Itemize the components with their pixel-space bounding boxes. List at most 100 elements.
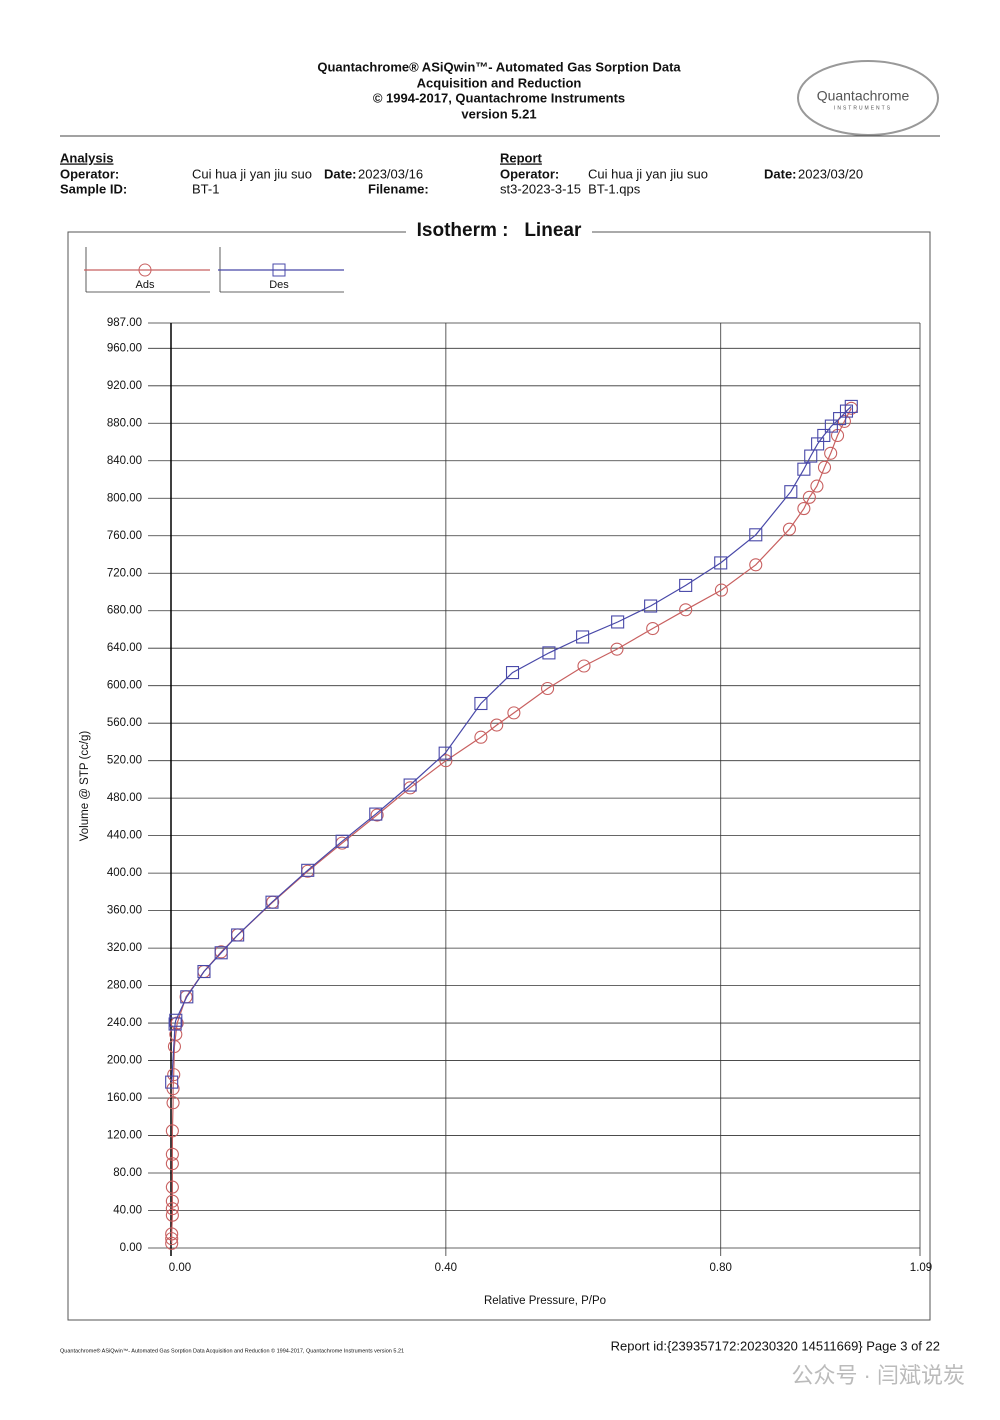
marker (577, 659, 591, 673)
y-tick-label: 680.00 (107, 605, 142, 617)
marker (197, 964, 211, 979)
y-tick-label: 600.00 (107, 680, 142, 692)
legend-label: Des (269, 279, 289, 291)
marker (833, 412, 847, 426)
marker (839, 404, 854, 418)
y-tick-label: 360.00 (107, 905, 142, 917)
watermark: 公众号 · 闫斌说炭 (791, 1363, 965, 1388)
chart-frame (67, 231, 931, 1321)
marker (810, 479, 824, 493)
marker (714, 583, 728, 597)
marker (169, 1027, 183, 1041)
y-tick-label: 560.00 (107, 717, 142, 729)
marker (165, 1208, 179, 1222)
y-tick-label: 520.00 (107, 755, 142, 767)
x-tick-label: 0.00 (169, 1262, 191, 1274)
marker (265, 895, 279, 909)
y-tick-label: 840.00 (107, 455, 142, 467)
marker (782, 522, 796, 536)
marker (180, 990, 194, 1004)
marker (542, 646, 556, 660)
y-tick-label: 320.00 (107, 942, 142, 954)
y-tick-label: 800.00 (107, 492, 142, 504)
marker (714, 556, 728, 570)
marker (610, 642, 624, 656)
marker (804, 449, 818, 463)
marker (817, 460, 832, 474)
marker (749, 558, 763, 572)
marker (438, 746, 452, 760)
marker (301, 863, 315, 877)
field-value: Cui hua ji yan jiu suo (192, 166, 312, 181)
header-title: version 5.21 (461, 106, 536, 121)
y-tick-label: 120.00 (107, 1130, 142, 1142)
x-tick-label: 1.09 (910, 1262, 932, 1274)
marker (576, 630, 590, 644)
marker (214, 946, 228, 960)
y-tick-label: 160.00 (107, 1092, 142, 1104)
marker (370, 808, 384, 822)
header-title: Quantachrome® ASiQwin™- Automated Gas So… (317, 59, 681, 74)
y-tick-label: 40.00 (113, 1205, 142, 1217)
y-tick-label: 440.00 (107, 830, 142, 842)
y-axis-label: Volume @ STP (cc/g) (79, 731, 91, 842)
marker (165, 1194, 179, 1208)
series-line (171, 405, 852, 1083)
marker (749, 528, 763, 542)
y-tick-label: 720.00 (107, 567, 142, 579)
marker (165, 1157, 179, 1171)
field-label: Filename: (368, 181, 429, 196)
footer-right: Report id:{239357172:20230320 14511669} … (611, 1338, 940, 1353)
field-value: st3-2023-3-15 BT-1.qps (500, 181, 641, 196)
y-tick-label: 960.00 (107, 342, 142, 354)
legend-marker (138, 263, 152, 277)
marker (784, 485, 798, 499)
field-label: Date: (764, 166, 797, 181)
logo-sub: INSTRUMENTS (834, 105, 892, 111)
marker (166, 1082, 180, 1096)
field-value: 2023/03/16 (358, 166, 423, 181)
y-tick-label: 280.00 (107, 980, 142, 992)
marker (797, 502, 811, 516)
y-tick-label: 400.00 (107, 867, 142, 879)
field-label: Operator: (500, 166, 559, 181)
y-tick-label: 920.00 (107, 380, 142, 392)
y-tick-label: 0.00 (120, 1242, 142, 1254)
marker (439, 754, 453, 768)
legend-label: Ads (136, 279, 155, 291)
marker (165, 1202, 179, 1216)
marker (165, 1124, 179, 1138)
marker (824, 419, 838, 433)
title-backdrop (406, 220, 592, 244)
marker (646, 621, 660, 636)
x-tick-label: 0.80 (710, 1262, 732, 1274)
footer-left: Quantachrome® ASiQwin™- Automated Gas So… (60, 1347, 404, 1354)
marker (679, 603, 693, 617)
marker (165, 1075, 179, 1089)
marker (403, 778, 417, 792)
marker (802, 490, 816, 504)
field-value: BT-1 (192, 181, 219, 196)
x-tick-label: 0.40 (435, 1262, 457, 1274)
y-tick-label: 480.00 (107, 792, 142, 804)
marker (168, 1017, 182, 1031)
field-label: Date: (324, 166, 357, 181)
marker (167, 1068, 181, 1082)
y-tick-label: 200.00 (107, 1055, 142, 1067)
header-title: © 1994-2017, Quantachrome Instruments (373, 90, 625, 105)
marker (811, 437, 825, 451)
marker (474, 730, 488, 744)
marker (169, 1013, 183, 1027)
y-tick-label: 760.00 (107, 530, 142, 542)
y-tick-label: 987.00 (107, 317, 142, 329)
marker (837, 414, 851, 428)
section-heading: Analysis (60, 150, 113, 165)
field-value: Cui hua ji yan jiu suo (588, 166, 708, 181)
field-value: 2023/03/20 (798, 166, 863, 181)
y-tick-label: 80.00 (113, 1167, 142, 1179)
chart-title: Isotherm : Linear (417, 220, 582, 241)
x-axis-label: Relative Pressure, P/Po (484, 1295, 606, 1307)
logo-ring (797, 60, 939, 136)
marker (165, 1147, 179, 1161)
